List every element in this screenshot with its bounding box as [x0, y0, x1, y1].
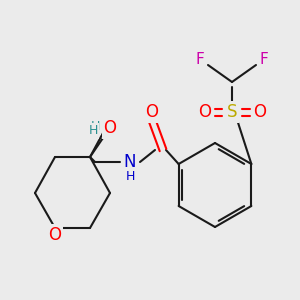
Text: F: F: [196, 52, 204, 68]
Text: O: O: [254, 103, 266, 121]
Text: S: S: [227, 103, 237, 121]
Text: O: O: [49, 226, 62, 244]
Text: F: F: [260, 52, 268, 68]
Text: H: H: [90, 121, 100, 134]
Text: O: O: [103, 119, 116, 137]
Text: N: N: [124, 153, 136, 171]
Text: O: O: [199, 103, 212, 121]
Text: H: H: [125, 169, 135, 182]
Text: O: O: [103, 118, 116, 136]
Text: H: H: [88, 124, 98, 137]
Text: O: O: [146, 103, 158, 121]
